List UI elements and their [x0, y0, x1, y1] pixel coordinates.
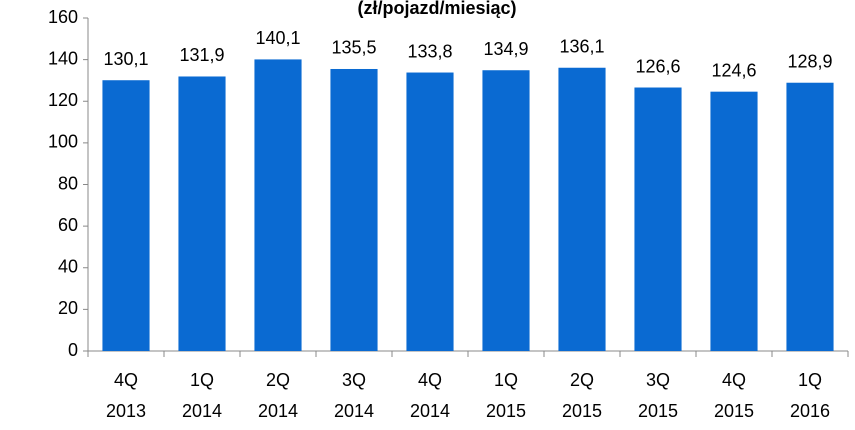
- data-label: 136,1: [559, 36, 604, 56]
- x-tick-label: 2015: [486, 401, 526, 421]
- x-tick-label: 4Q: [418, 370, 442, 390]
- data-label: 140,1: [255, 28, 300, 48]
- x-tick-label: 2014: [258, 401, 298, 421]
- data-label: 128,9: [787, 51, 832, 71]
- x-tick-label: 1Q: [190, 370, 214, 390]
- bar: [102, 80, 150, 352]
- x-tick-label: 2014: [410, 401, 450, 421]
- y-tick-label: 140: [48, 48, 78, 68]
- x-tick-label: 2015: [562, 401, 602, 421]
- bar: [330, 68, 378, 351]
- x-tick-label: 3Q: [646, 370, 670, 390]
- bar: [710, 91, 758, 352]
- y-tick-label: 0: [68, 340, 78, 360]
- bar: [482, 70, 530, 351]
- y-tick-label: 100: [48, 132, 78, 152]
- bar: [634, 87, 682, 352]
- x-tick-label: 2015: [714, 401, 754, 421]
- data-label: 134,9: [483, 39, 528, 59]
- x-tick-label: 1Q: [494, 370, 518, 390]
- chart-title: (zł/pojazd/miesiąc): [357, 0, 516, 18]
- y-tick-label: 40: [58, 257, 78, 277]
- y-tick-label: 20: [58, 298, 78, 318]
- y-tick-label: 160: [48, 7, 78, 27]
- bar: [254, 59, 302, 352]
- data-label: 124,6: [711, 60, 756, 80]
- bar: [558, 67, 606, 351]
- data-label: 133,8: [407, 41, 452, 61]
- y-tick-label: 80: [58, 173, 78, 193]
- x-tick-label: 2014: [182, 401, 222, 421]
- data-label: 126,6: [635, 56, 680, 76]
- x-tick-label: 2016: [790, 401, 830, 421]
- bar: [786, 82, 834, 352]
- bar: [406, 72, 454, 351]
- x-tick-label: 2013: [106, 401, 146, 421]
- x-tick-label: 2Q: [266, 370, 290, 390]
- x-tick-label: 2014: [334, 401, 374, 421]
- x-tick-label: 4Q: [722, 370, 746, 390]
- x-tick-label: 2Q: [570, 370, 594, 390]
- x-tick-label: 3Q: [342, 370, 366, 390]
- data-label: 135,5: [331, 38, 376, 58]
- x-tick-label: 2015: [638, 401, 678, 421]
- x-tick-label: 1Q: [798, 370, 822, 390]
- y-tick-label: 60: [58, 215, 78, 235]
- x-tick-label: 4Q: [114, 370, 138, 390]
- data-label: 131,9: [179, 45, 224, 65]
- y-tick-label: 120: [48, 90, 78, 110]
- data-label: 130,1: [103, 49, 148, 69]
- bar: [178, 76, 226, 351]
